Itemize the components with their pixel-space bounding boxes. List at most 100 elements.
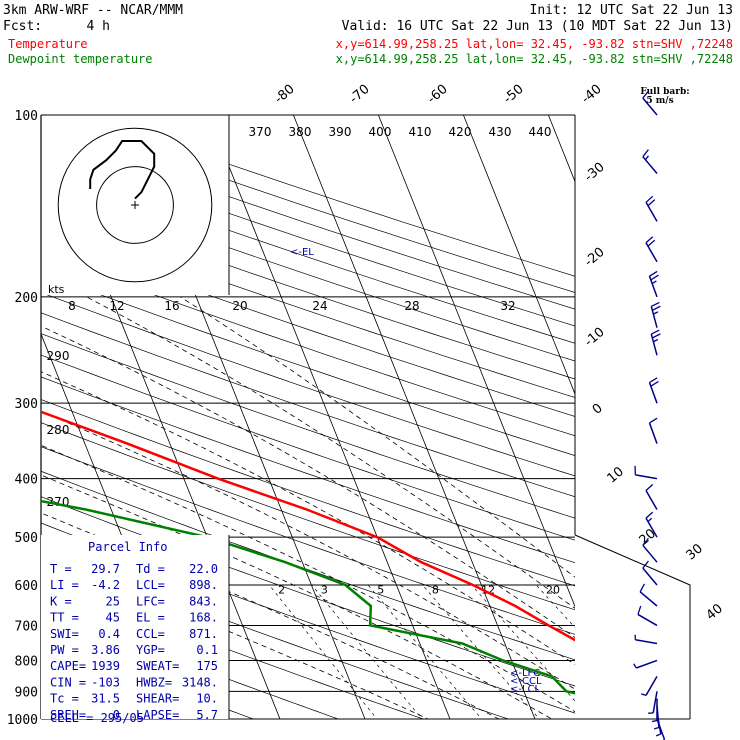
wind-barb: [645, 484, 658, 510]
level-marker: <-CCL: [510, 676, 542, 687]
dry-adiabat: [41, 272, 575, 456]
wind-barb: [648, 270, 659, 298]
model-title: 3km ARW-WRF -- NCAR/MMM: [3, 3, 183, 18]
hodograph-unit: kts: [48, 283, 65, 296]
mixing-ratio-line: [367, 584, 483, 719]
temperature-profile: [41, 410, 575, 642]
theta-label: 380: [289, 125, 312, 139]
wind-barb: [633, 659, 658, 669]
wind-barb: [637, 605, 658, 627]
parcel-info-value: 29.7: [91, 562, 120, 576]
parcel-info-value: LAPSE=: [136, 708, 179, 722]
hodograph-speed-label: 20: [232, 299, 247, 313]
parcel-info-value: SWEAT=: [136, 659, 179, 673]
isotherm-label: -30: [582, 160, 608, 185]
wind-barb: [641, 675, 658, 697]
hodograph-speed-label: 32: [500, 299, 515, 313]
wind-barb: [651, 698, 658, 723]
isotherm-line: [622, 87, 740, 731]
parcel-info-value: Td =: [136, 562, 165, 576]
mixing-ratio-label: 8: [432, 584, 439, 597]
sounding-profiles: [41, 410, 575, 695]
parcel-info-value: 10.: [196, 692, 218, 706]
hodograph-ring: [96, 166, 174, 244]
dewpoint-legend: Dewpoint temperature: [8, 52, 153, 66]
wind-barb: [648, 691, 658, 714]
parcel-info-value: 898.: [189, 578, 218, 592]
wind-barb: [642, 149, 658, 175]
mixing-ratio-line: [269, 584, 378, 719]
mixing-ratio-line: [311, 584, 423, 719]
mixing-ratio-line: [535, 584, 575, 629]
hodograph-trace: [89, 140, 156, 200]
mixing-ratio-label: 20: [546, 584, 560, 597]
wind-barb: [642, 537, 658, 563]
parcel-info-value: 843.: [189, 594, 218, 608]
dry-adiabat: [41, 312, 575, 498]
dry-adiabat: [41, 333, 575, 519]
dry-adiabat: [41, 292, 575, 477]
dry-adiabat: [41, 215, 575, 398]
parcel-info-value: K =: [50, 594, 72, 608]
theta-label: 420: [449, 125, 472, 139]
parcel-info-value: 45: [106, 611, 120, 625]
right-axis-extension: [574, 534, 691, 719]
isotherm-label: -80: [272, 82, 298, 107]
parcel-info-value: CCL=: [136, 627, 165, 641]
moist-adiabat: [41, 410, 575, 690]
parcel-info-value: LI =: [50, 578, 79, 592]
dry-adiabat: [41, 399, 575, 587]
parcel-info-value: 168.: [189, 611, 218, 625]
wind-barb: [645, 511, 658, 538]
parcel-info-value: 871.: [189, 627, 218, 641]
mixing-ratio-line: [471, 584, 575, 702]
wind-barb: [650, 301, 661, 328]
dry-adiabat: [41, 234, 575, 417]
level-marker: <-EL: [290, 247, 314, 258]
wind-barb: [639, 583, 658, 607]
wind-barb: [634, 465, 658, 480]
isotherm-label: -40: [579, 82, 605, 107]
wind-barb: [645, 195, 658, 222]
theta-label: 400: [369, 125, 392, 139]
moist-adiabat: [179, 296, 575, 578]
parcel-info-value: SWI=: [50, 627, 79, 641]
mixing-ratio-label: 2: [278, 584, 285, 597]
cell-motion: CELL = 295/05: [50, 711, 144, 725]
dry-adiabat: [41, 197, 575, 380]
parcel-info-value: 5.7: [196, 708, 218, 722]
isotherm-label: -20: [582, 245, 608, 270]
temperature-station-info: x,y=614.99,258.25 lat,lon= 32.45, -93.82…: [336, 37, 733, 51]
moist-adiabat: [41, 444, 575, 713]
dry-adiabat: [41, 577, 425, 719]
parcel-info-value: TT =: [50, 611, 79, 625]
wind-barbs: [633, 90, 666, 740]
hodograph-speed-label: 8: [68, 299, 76, 313]
parcel-info-value: 25: [106, 594, 120, 608]
parcel-info-value: CAPE=: [50, 659, 86, 673]
parcel-info-value: T =: [50, 562, 72, 576]
wind-barb: [642, 560, 658, 586]
wind-barb: [645, 236, 658, 263]
dewpoint-profile: [41, 499, 575, 695]
isotherm-label: 40: [704, 601, 726, 623]
dry-adiabat: [41, 180, 575, 362]
hodograph-speed-label: 28: [404, 299, 419, 313]
dry-adiabat: [41, 496, 575, 687]
parcel-info-value: LFC=: [136, 594, 165, 608]
parcel-info-value: 22.0: [189, 562, 218, 576]
pressure-label: 300: [15, 397, 38, 412]
valid-time: Valid: 16 UTC Sat 22 Jun 13 (10 MDT Sat …: [342, 19, 733, 34]
isotherm-label: -70: [347, 82, 373, 107]
theta-label: 410: [409, 125, 432, 139]
pressure-label: 100: [15, 109, 38, 124]
parcel-info-title: Parcel Info: [88, 540, 167, 554]
dewpoint-station-info: x,y=614.99,258.25 lat,lon= 32.45, -93.82…: [336, 52, 733, 66]
pressure-label: 500: [15, 531, 38, 546]
isotherm-label: -50: [501, 82, 527, 107]
parcel-info-box: Parcel Info T = 29.7 Td = 22.0 LI = -4.2 LCL= 8…: [41, 535, 230, 725]
parcel-info-value: 1939: [91, 659, 120, 673]
parcel-info-value: 0.1: [196, 643, 218, 657]
fcst-label: Fcst:: [3, 19, 42, 34]
